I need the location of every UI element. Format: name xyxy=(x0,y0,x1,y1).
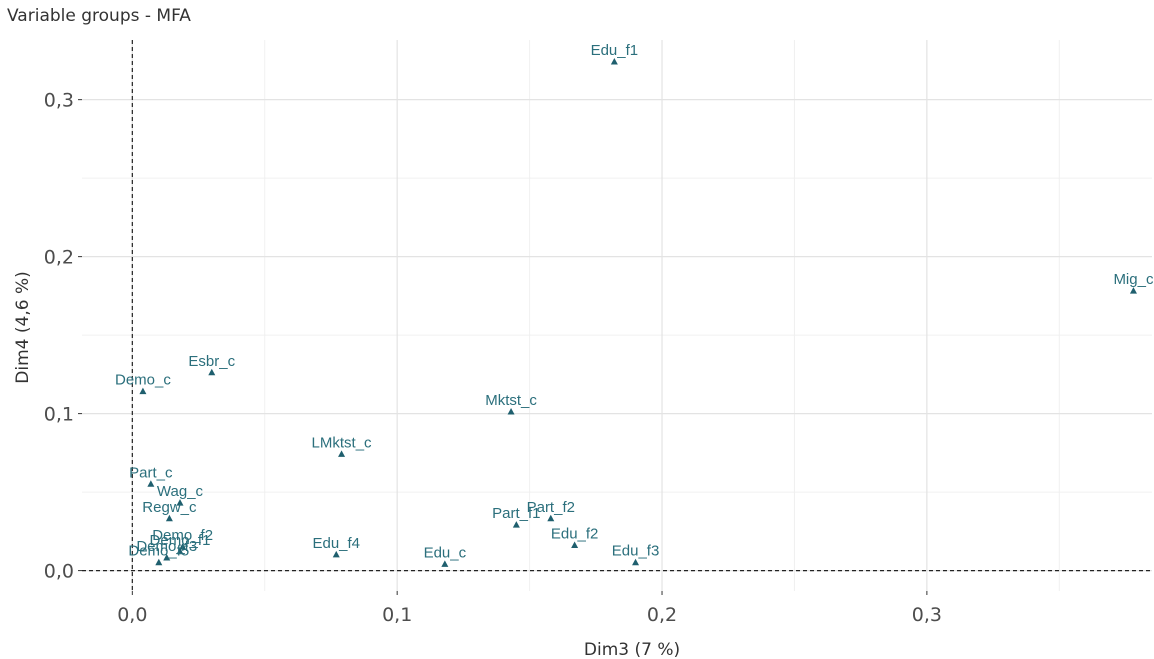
point-marker-edu-f2 xyxy=(571,541,579,548)
point-label-regw-c: Regw_c xyxy=(142,499,197,516)
point-marker-edu-c xyxy=(441,560,449,567)
point-marker-mig-c xyxy=(1129,287,1137,294)
point-label-edu-f2: Edu_f2 xyxy=(551,525,599,542)
reference-lines xyxy=(82,40,1152,591)
point-label-edu-f4: Edu_f4 xyxy=(312,535,360,552)
point-marker-demo-c xyxy=(139,387,147,395)
y-axis-label: Dim4 (4,6 %) xyxy=(13,271,33,383)
point-label-demo-f1: Demo_f1 xyxy=(150,532,211,549)
point-label-part-f1: Part_f1 xyxy=(492,505,540,522)
x-tick-label: 0,1 xyxy=(382,604,412,626)
point-marker-part-f2 xyxy=(547,514,555,522)
x-tick-label: 0,2 xyxy=(647,604,677,626)
point-marker-part-f1 xyxy=(512,521,520,528)
point-label-esbr-c: Esbr_c xyxy=(188,353,235,370)
point-marker-part-c xyxy=(147,480,155,487)
point-marker-demo-f1 xyxy=(176,547,184,555)
point-label-wag-c: Wag_c xyxy=(157,483,204,500)
point-marker-demo-f5 xyxy=(155,558,163,566)
point-marker-regw-c xyxy=(165,514,173,522)
grid-lines xyxy=(82,40,1152,591)
point-marker-lmktst-c xyxy=(338,450,346,457)
y-tick-label: 0,1 xyxy=(44,404,74,426)
point-marker-mktst-c xyxy=(507,408,515,415)
point-label-demo-c: Demo_c xyxy=(115,372,171,389)
point-marker-edu-f4 xyxy=(332,550,340,558)
x-axis-label: Dim3 (7 %) xyxy=(584,640,680,659)
point-marker-esbr-c xyxy=(208,368,216,376)
point-label-demo-f2: Demo_f2 xyxy=(152,527,213,544)
x-tick-label: 0,0 xyxy=(117,604,147,626)
point-label-edu-f1: Edu_f1 xyxy=(591,42,639,59)
point-label-edu-f3: Edu_f3 xyxy=(612,543,660,560)
point-label-demo-f3: Demo_f3 xyxy=(136,538,197,555)
point-label-lmktst-c: LMktst_c xyxy=(312,434,373,451)
point-marker-demo-f2 xyxy=(179,543,187,550)
point-label-part-f2: Part_f2 xyxy=(527,499,575,516)
point-label-mig-c: Mig_c xyxy=(1113,271,1154,288)
axis-ticks: 0,0 0,1 0,2 0,3 0,0 0,1 0,2 0,3 xyxy=(44,90,942,626)
point-marker-edu-f3 xyxy=(632,558,640,566)
chart-title: Variable groups - MFA xyxy=(7,6,191,26)
x-tick-label: 0,3 xyxy=(912,604,942,626)
point-label-edu-c: Edu_c xyxy=(424,544,467,561)
point-label-part-c: Part_c xyxy=(129,464,173,481)
point-label-demo-f5: Demo_f5 xyxy=(128,543,189,560)
point-marker-wag-c xyxy=(176,499,184,506)
y-tick-label: 0,0 xyxy=(44,561,74,583)
y-tick-label: 0,3 xyxy=(44,90,74,112)
y-tick-label: 0,2 xyxy=(44,247,74,269)
point-label-mktst-c: Mktst_c xyxy=(485,392,537,409)
point-marker-edu-f1 xyxy=(610,57,618,65)
point-marker-demo-f3 xyxy=(163,554,171,561)
data-points: Edu_f1 Mig_c Esbr_c Demo_c Mktst_c LMktst_c Pa… xyxy=(115,42,1154,567)
